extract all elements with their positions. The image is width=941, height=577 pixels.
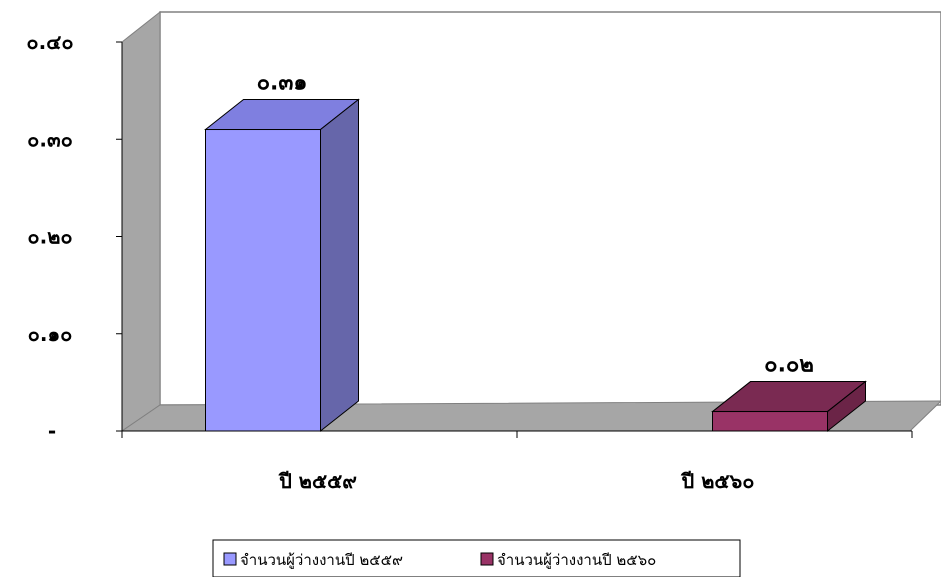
side-wall (121, 10, 161, 432)
legend-label-2: จำนวนผู้ว่างงานปี ๒๕๖๐ (497, 551, 656, 569)
bar-front-2 (712, 411, 828, 432)
bars (204, 98, 867, 433)
data-label-2: ๐.๐๒ (764, 353, 814, 378)
legend: จำนวนผู้ว่างงานปี ๒๕๕๙ จำนวนผู้ว่างงานปี… (212, 539, 741, 577)
data-label-1: ๐.๓๑ (257, 71, 308, 96)
y-axis-ticks: - ๐.๑๐ ๐.๒๐ ๐.๓๐ ๐.๔๐ (26, 30, 122, 443)
legend-swatch-1 (223, 552, 237, 566)
legend-swatch-2 (480, 552, 494, 566)
legend-label-1: จำนวนผู้ว่างงานปี ๒๕๕๙ (240, 551, 403, 569)
data-labels: ๐.๓๑๐.๐๒ (257, 71, 814, 378)
category-label-2: ปี ๒๕๖๐ (680, 469, 754, 493)
y-tick-label: ๐.๑๐ (28, 322, 73, 346)
y-tick-label: ๐.๔๐ (26, 30, 73, 54)
category-labels: ปี ๒๕๕๙ ปี ๒๕๖๐ (278, 469, 755, 493)
y-tick-label: ๐.๒๐ (27, 225, 72, 249)
y-tick-label: - (48, 419, 56, 443)
legend-box (212, 539, 741, 577)
bar-side-1 (320, 98, 359, 433)
bar-front-1 (205, 129, 321, 432)
y-tick-label: ๐.๓๐ (27, 127, 73, 151)
bar-side-2 (827, 380, 866, 433)
x-axis-ticks (121, 431, 913, 438)
category-label-1: ปี ๒๕๕๙ (278, 469, 357, 493)
